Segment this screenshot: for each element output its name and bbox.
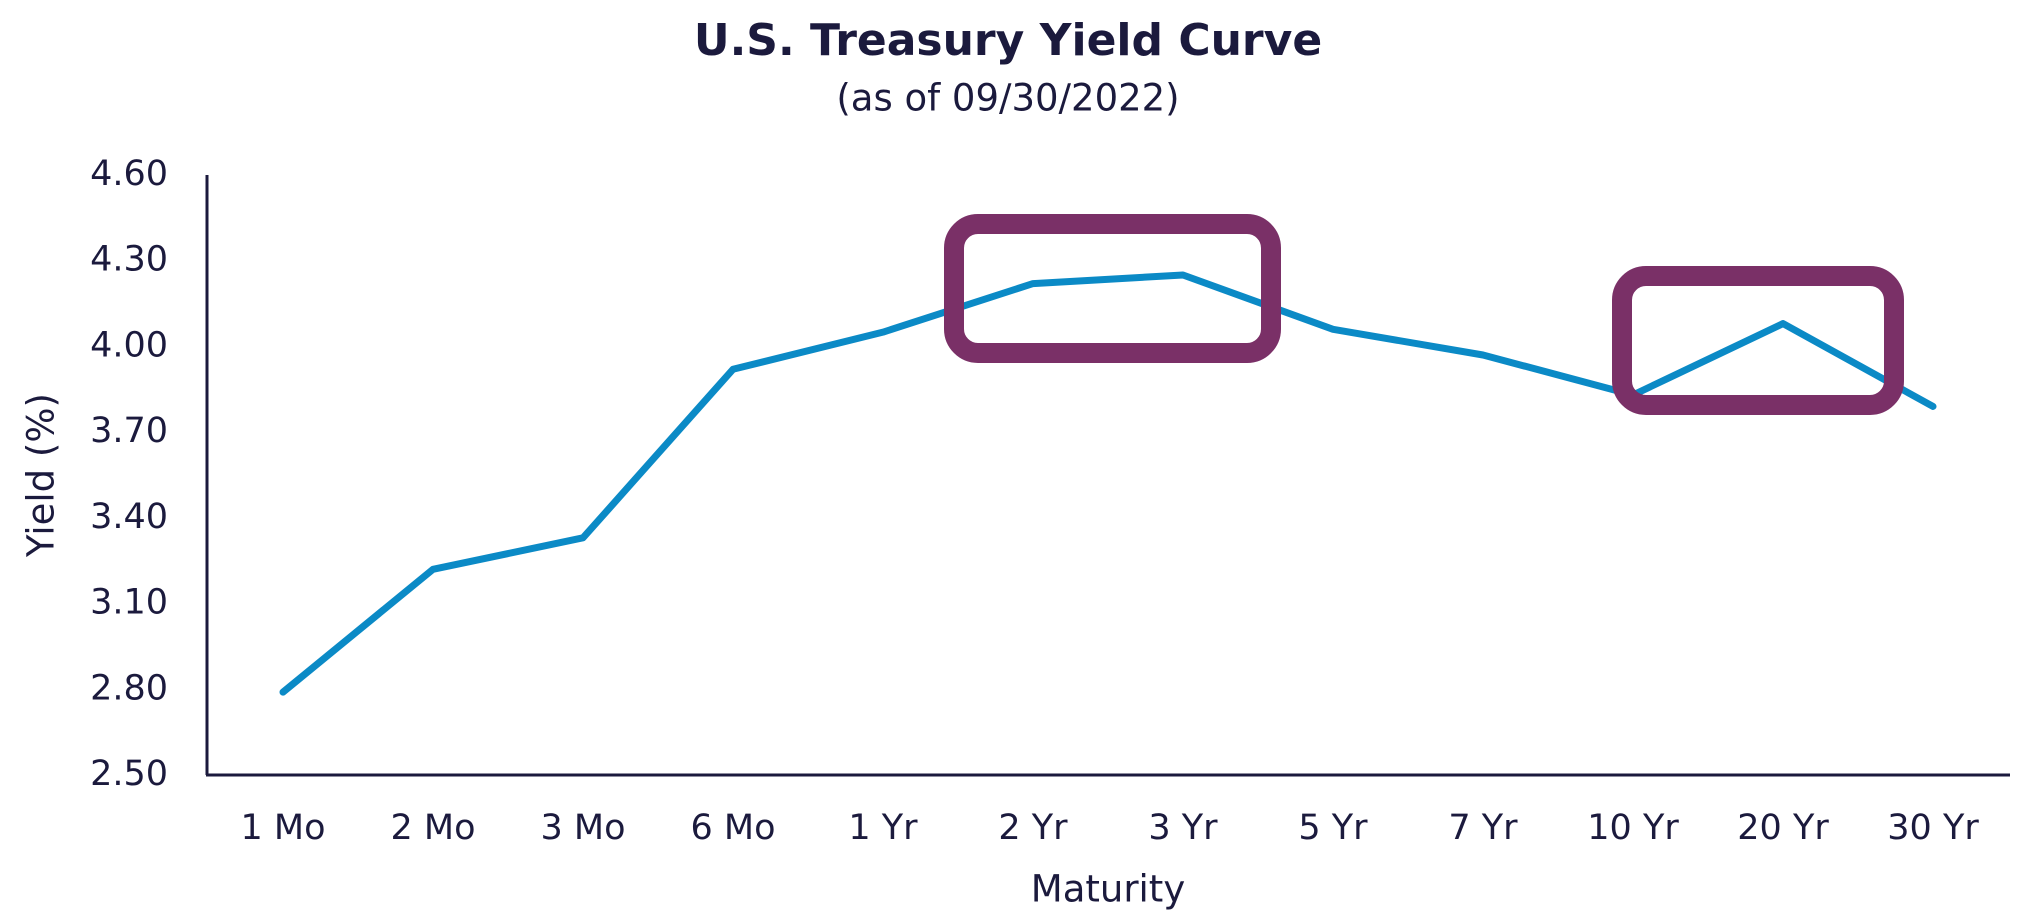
y-tick-label: 4.30 bbox=[90, 240, 168, 280]
x-tick-label: 2 Mo bbox=[390, 808, 475, 848]
y-tick-label: 2.80 bbox=[90, 668, 168, 708]
y-tick-label: 4.60 bbox=[90, 154, 168, 194]
x-axis-label: Maturity bbox=[1031, 868, 1185, 911]
x-tick-label: 10 Yr bbox=[1587, 808, 1679, 848]
y-tick-label: 3.40 bbox=[90, 497, 168, 537]
y-tick-label: 4.00 bbox=[90, 325, 168, 365]
x-tick-label: 3 Yr bbox=[1148, 808, 1218, 848]
x-tick-label: 5 Yr bbox=[1298, 808, 1368, 848]
x-tick-label: 6 Mo bbox=[690, 808, 775, 848]
x-tick-label: 20 Yr bbox=[1737, 808, 1829, 848]
highlight-box bbox=[1612, 266, 1904, 415]
y-tick-label: 2.50 bbox=[90, 754, 168, 794]
yield-line bbox=[279, 271, 1937, 696]
x-tick-label: 2 Yr bbox=[998, 808, 1068, 848]
chart-title: U.S. Treasury Yield Curve bbox=[694, 15, 1322, 66]
x-tick-label: 1 Yr bbox=[848, 808, 918, 848]
x-tick-label: 30 Yr bbox=[1887, 808, 1979, 848]
x-tick-label: 1 Mo bbox=[240, 808, 325, 848]
x-tick-label: 7 Yr bbox=[1448, 808, 1518, 848]
y-axis-label: Yield (%) bbox=[20, 393, 63, 558]
y-tick-label: 3.70 bbox=[90, 411, 168, 451]
y-tick-label: 3.10 bbox=[90, 583, 168, 623]
highlight-box bbox=[944, 214, 1281, 363]
chart-subtitle: (as of 09/30/2022) bbox=[836, 77, 1179, 120]
x-tick-label: 3 Mo bbox=[540, 808, 625, 848]
